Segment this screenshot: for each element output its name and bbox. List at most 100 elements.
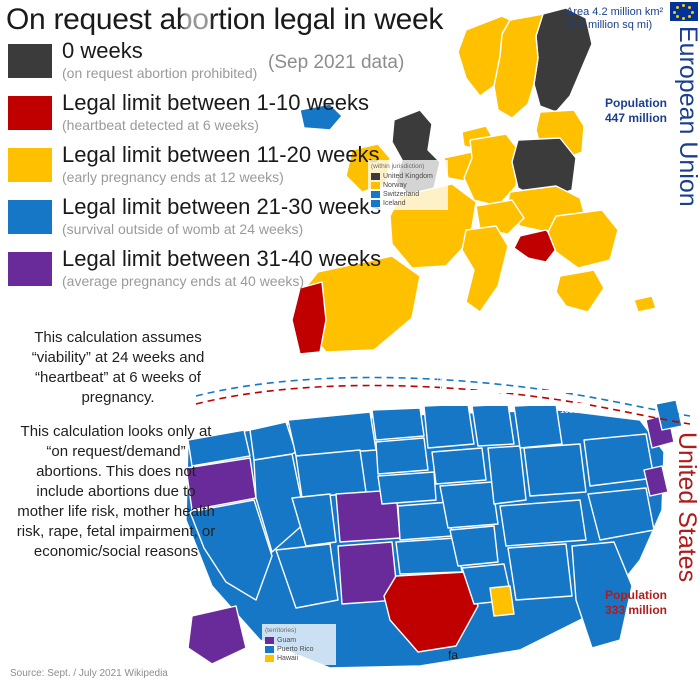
note-scope-line-1: “on request/demand” [46,443,186,460]
legend-sublabel-0: (on request abortion prohibited) [62,65,258,81]
scale-km-label: 1000 km [568,376,599,385]
state-north-dakota [371,407,425,441]
legend-swatch-4 [8,252,52,286]
scale-zero-label: 0 [437,376,442,385]
eu-mini-swatch-0 [371,173,380,180]
state-georgia-florida [571,541,633,649]
state-pennsylvania-ny [583,433,655,487]
eu-population-value: 447 million [604,111,668,125]
eu-mini-legend-item-2: Switzerland [371,190,445,199]
state-wisconsin [471,403,515,447]
eu-area-box: Area 4.2 million km² (1.6 million sq mi) [566,6,663,32]
page-title: On request abortion legal in week [6,3,444,36]
us-mini-label-1: Puerto Rico [277,646,314,653]
us-mini-legend-item-0: Guam [265,636,333,645]
country-portugal [291,281,327,355]
country-iceland [299,103,343,131]
state-washington [187,429,251,467]
state-illinois [487,445,527,505]
note-scope-line-0: This calculation looks only at [20,423,212,440]
note-viability: This calculation assumes “viability” at … [31,329,205,406]
us-vertical-label: United States [673,432,700,583]
legend-label-1: Legal limit between 1-10 weeks [62,90,369,115]
us-territory-hawaii-strip [489,585,515,617]
scale-bar-line-km [440,390,590,393]
state-new-jersey [643,465,669,497]
state-arkansas [449,525,499,567]
note-scope-line-5: risk, rape, fetal impairment, or [16,523,216,540]
legend-swatch-2 [8,148,52,182]
state-nebraska [377,471,437,505]
us-mini-legend: (territories) Guam Puerto Rico Hawaii [262,624,336,665]
legend-item-0: 0 weeks (on request abortion prohibited) [8,38,368,92]
legend-swatch-0 [8,44,52,78]
us-mini-swatch-0 [265,637,274,644]
state-indiana-ohio [523,443,587,497]
note-scope-line-4: mother life risk, mother health [17,503,215,520]
us-population-value: 333 million [604,603,668,617]
country-greece [555,269,605,313]
legend-swatch-1 [8,96,52,130]
eu-area-value: Area 4.2 million km² [566,6,664,18]
country-croatia [513,229,561,263]
eu-area-subvalue: (1.6 million sq mi) [566,19,653,31]
us-mini-legend-title: (territories) [265,627,297,634]
note-scope-line-3: include abortions due to [36,483,196,500]
map-divider-dashes [195,376,691,425]
legend: 0 weeks (on request abortion prohibited)… [8,38,381,300]
note-scope-line-6: economic/social reasons [33,543,199,560]
eu-mini-legend-item-3: Iceland [371,199,445,208]
us-mini-legend-item-2: Hawaii [265,654,333,663]
legend-item-2: Legal limit between 11-20 weeks (early p… [8,142,380,196]
state-california [189,499,273,601]
legend-sublabel-4: (average pregnancy ends at 40 weeks) [62,273,305,289]
note-scope: This calculation looks only at “on reque… [8,422,224,562]
legend-sublabel-1: (heartbeat detected at 6 weeks) [62,117,259,133]
eu-population-label: Population [605,96,667,110]
state-iowa [431,447,487,485]
florida-partial-label: fa [448,648,459,662]
state-arizona [275,543,339,609]
scale-mi-label: 1000 miles [560,406,599,415]
us-mini-legend-item-1: Puerto Rico [265,645,333,654]
eu-mini-legend-item-0: United Kingdom [371,172,445,181]
note-scope-line-2: abortions. This does not [36,463,196,480]
country-cyprus-malta [633,295,657,313]
eu-population-box: Population 447 million [596,96,676,126]
title-censor-blur [184,8,210,34]
eu-mini-legend-title: (within jurisdiction) [371,163,425,170]
eu-mini-legend: (within jurisdiction) United Kingdom Nor… [368,160,448,210]
state-oklahoma [395,537,463,575]
state-carolinas-virginia [587,487,655,541]
legend-label-3: Legal limit between 21-30 weeks [62,194,382,219]
source-note: Source: Sept. / July 2021 Wikipedia [10,668,168,679]
us-population-box: Population 333 million [596,588,676,618]
state-montana [287,411,377,457]
legend-item-3: Legal limit between 21-30 weeks (surviva… [8,194,381,248]
state-michigan [513,403,563,449]
legend-swatch-3 [8,200,52,234]
date-stamp: (Sep 2021 data) [268,52,405,73]
country-austria-slovenia [475,199,525,235]
legend-label-0: 0 weeks [62,38,143,63]
legend-label-2: Legal limit between 11-20 weeks [62,142,380,167]
eu-vertical-label: European Union [674,26,700,207]
eu-mini-legend-item-1: Norway [371,181,445,190]
eu-mini-label-1: Norway [383,182,407,189]
eu-mini-swatch-1 [371,182,380,189]
legend-label-4: Legal limit between 31-40 weeks [62,246,382,271]
state-utah [291,493,337,547]
us-mini-label-0: Guam [277,637,297,644]
us-population-label: Population [605,588,667,602]
state-idaho [249,421,297,461]
country-italy [461,225,509,313]
us-mini-swatch-1 [265,646,274,653]
legend-sublabel-3: (survival outside of womb at 24 weeks) [62,221,304,237]
eu-flag-icon [670,2,698,21]
us-mini-label-2: Hawaii [277,655,299,662]
state-kentucky-tennessee [499,499,587,547]
legend-item-4: Legal limit between 31-40 weeks (average… [8,246,381,300]
eu-mini-swatch-2 [371,191,380,198]
